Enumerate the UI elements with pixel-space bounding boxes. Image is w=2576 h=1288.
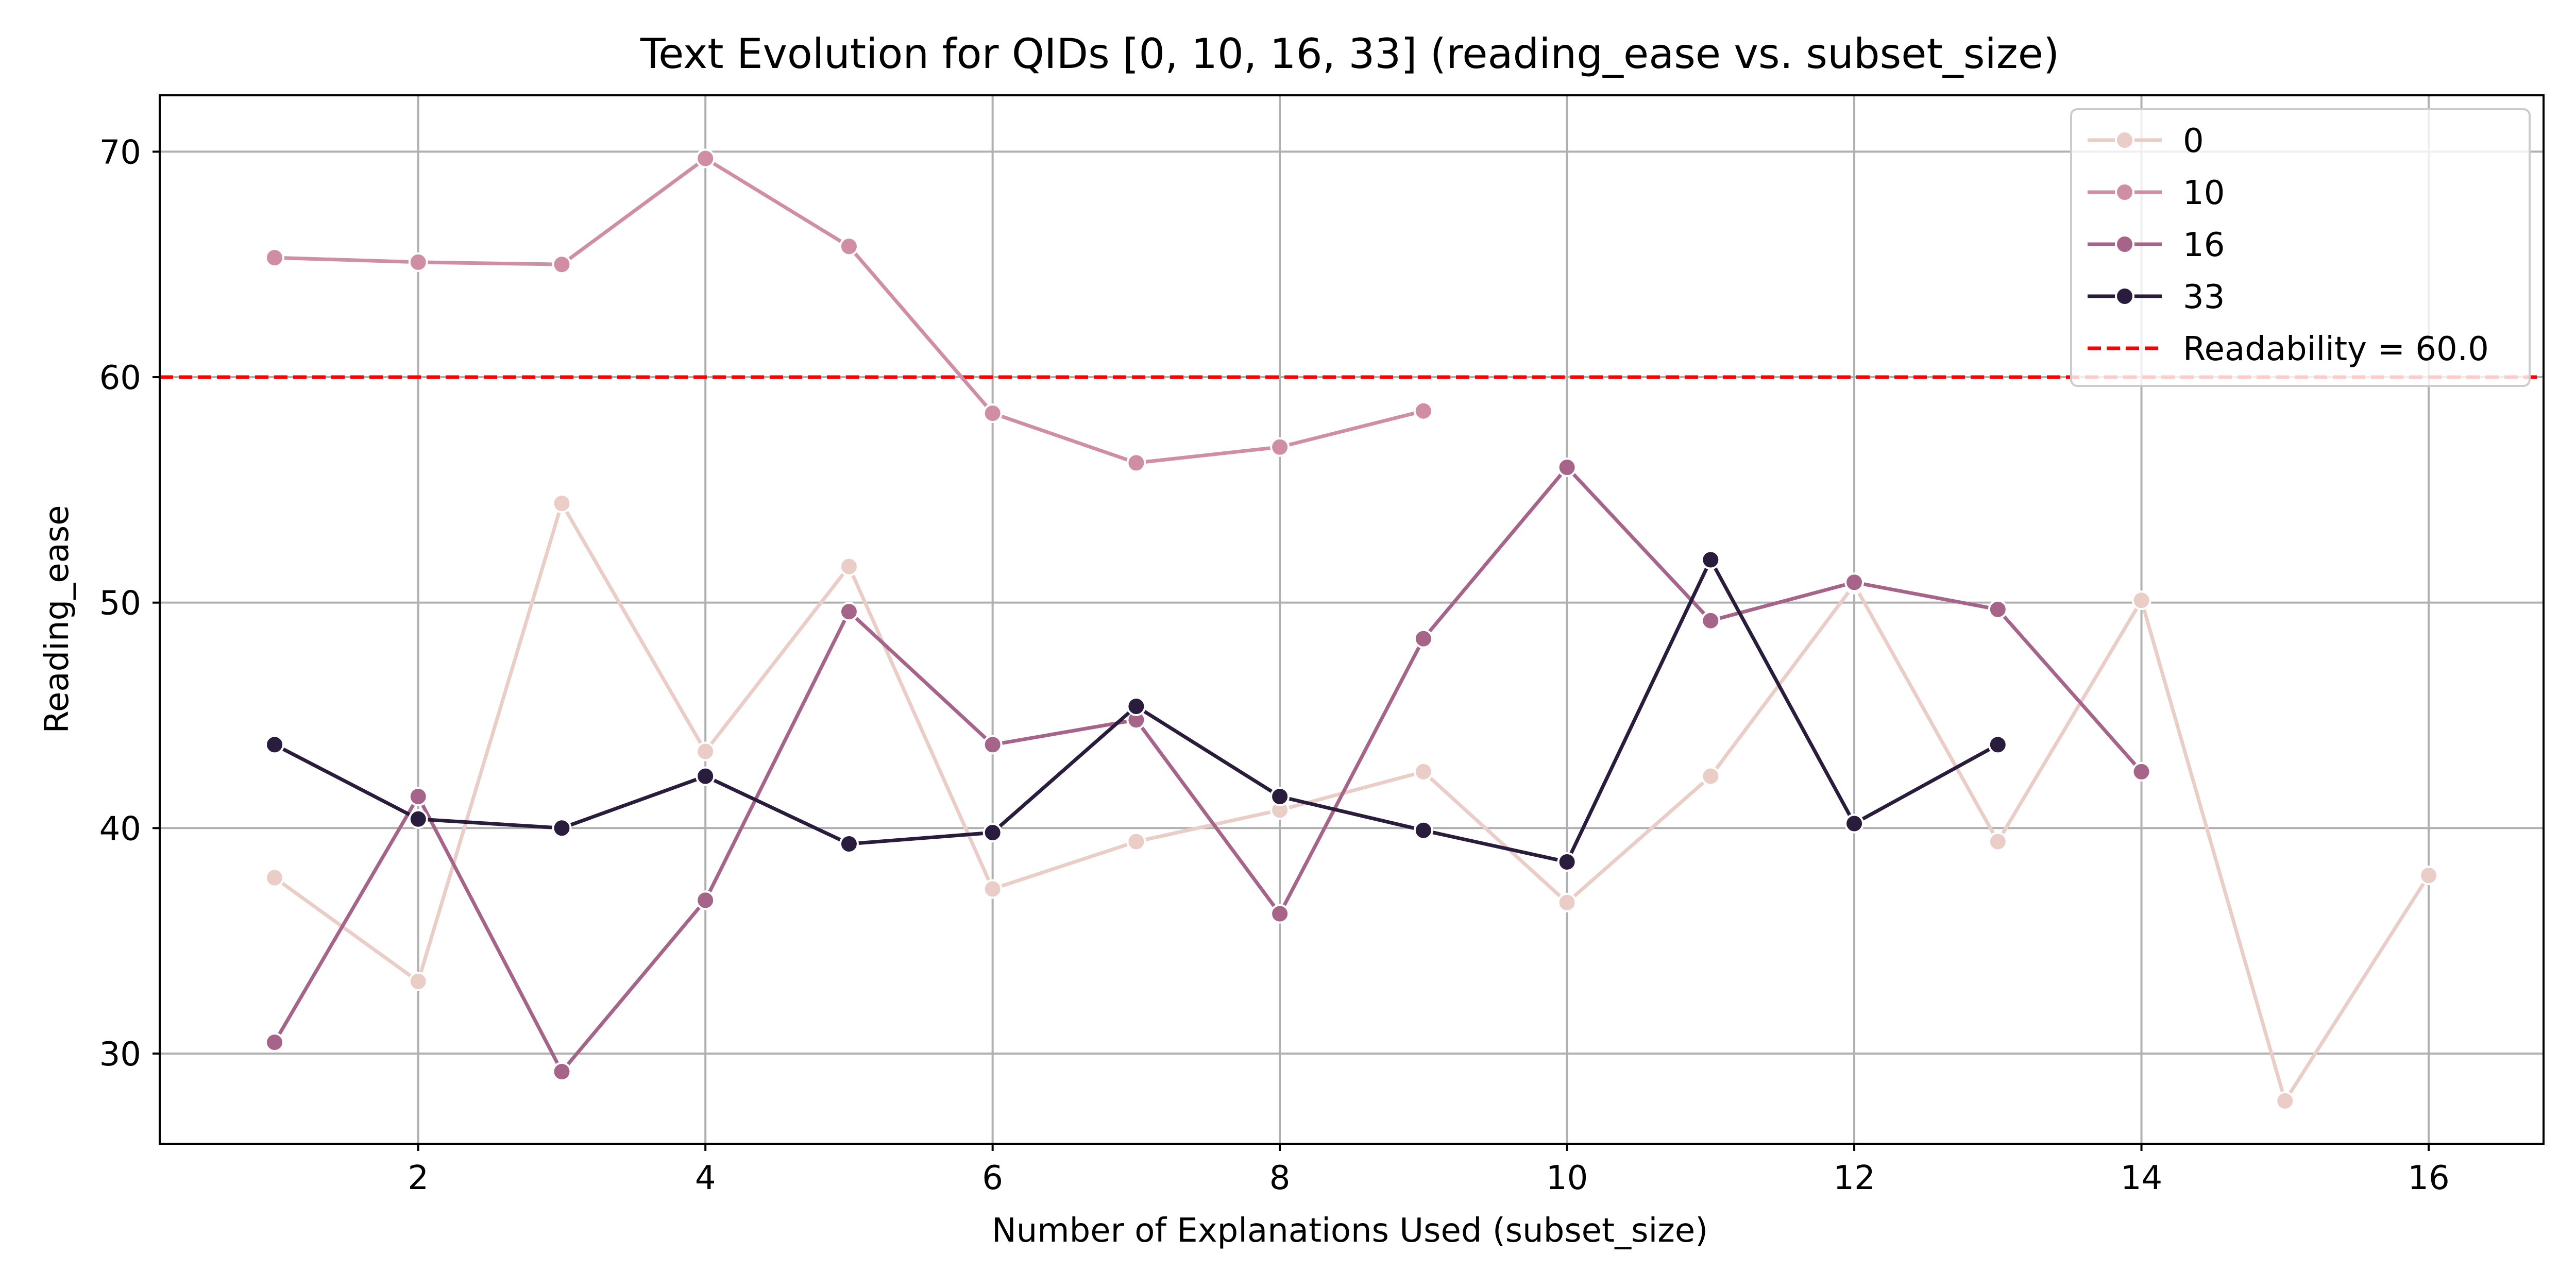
data-point xyxy=(1701,766,1721,786)
data-point xyxy=(1844,814,1865,834)
data-point xyxy=(1413,629,1433,649)
legend-marker-10 xyxy=(2115,182,2134,202)
legend-label-16: 16 xyxy=(2183,226,2225,264)
data-point xyxy=(2131,590,2151,611)
data-point xyxy=(1270,437,1290,457)
data-point xyxy=(1557,852,1577,872)
y-tick-label: 70 xyxy=(99,133,141,172)
series-line-16 xyxy=(273,465,2144,1074)
series-16 xyxy=(264,457,2151,1081)
data-point xyxy=(2131,761,2151,782)
data-point xyxy=(839,602,859,622)
series-33 xyxy=(264,550,2008,872)
series-10 xyxy=(264,148,1433,473)
data-point xyxy=(408,809,428,829)
data-point xyxy=(552,818,572,838)
data-point xyxy=(1701,550,1721,570)
x-tick-label: 10 xyxy=(1546,1159,1588,1197)
legend-label-0: 0 xyxy=(2183,122,2204,160)
series-line-0 xyxy=(273,501,2431,1103)
data-point xyxy=(1988,832,2008,852)
legend-marker-33 xyxy=(2115,286,2134,306)
data-point xyxy=(408,252,428,272)
data-point xyxy=(1988,735,2008,755)
x-tick-label: 8 xyxy=(1269,1159,1291,1197)
data-point xyxy=(696,890,716,910)
data-point xyxy=(1413,401,1433,421)
series-group xyxy=(264,148,2439,1111)
y-tick-label: 30 xyxy=(99,1036,141,1074)
data-point xyxy=(1270,787,1290,807)
data-point xyxy=(696,148,716,168)
data-point xyxy=(1557,892,1577,912)
data-point xyxy=(408,971,428,991)
series-0 xyxy=(264,494,2439,1111)
y-axis-label: Reading_ease xyxy=(38,505,76,733)
data-point xyxy=(839,834,859,854)
x-tick-label: 4 xyxy=(695,1159,716,1197)
legend: 0 10 16 33 Readability = 60.0 xyxy=(2070,108,2531,387)
axis-ticks: 2 4 6 8 10 12 14 16 30 40 50 60 70 xyxy=(99,133,2450,1197)
data-point xyxy=(1413,761,1433,782)
chart-title: Text Evolution for QIDs [0, 10, 16, 33] … xyxy=(640,30,2059,78)
data-point xyxy=(982,403,1003,423)
x-axis-label: Number of Explanations Used (subset_size… xyxy=(992,1212,1708,1250)
data-point xyxy=(408,787,428,807)
data-point xyxy=(552,494,572,514)
legend-marker-16 xyxy=(2115,234,2134,254)
data-point xyxy=(264,868,284,888)
x-tick-label: 14 xyxy=(2121,1159,2162,1197)
legend-box xyxy=(2070,108,2531,387)
legend-label-33: 33 xyxy=(2183,278,2225,316)
data-point xyxy=(1557,457,1577,478)
data-point xyxy=(1844,572,1865,592)
x-tick-label: 6 xyxy=(982,1159,1003,1197)
data-point xyxy=(982,879,1003,899)
data-point xyxy=(1701,611,1721,631)
x-tick-label: 12 xyxy=(1833,1159,1875,1197)
y-tick-label: 40 xyxy=(99,810,141,848)
data-point xyxy=(1126,696,1146,716)
data-point xyxy=(264,248,284,268)
data-point xyxy=(1413,820,1433,840)
plot-frame xyxy=(159,94,2545,1145)
data-point xyxy=(264,1032,284,1053)
x-tick-label: 2 xyxy=(408,1159,429,1197)
data-point xyxy=(982,735,1003,755)
data-point xyxy=(2419,866,2439,886)
data-point xyxy=(839,236,859,257)
x-tick-label: 16 xyxy=(2408,1159,2449,1197)
data-point xyxy=(552,1061,572,1081)
data-point xyxy=(696,741,716,761)
data-point xyxy=(264,735,284,755)
data-point xyxy=(1126,453,1146,473)
data-point xyxy=(696,766,716,786)
data-point xyxy=(1988,599,2008,619)
data-point xyxy=(2275,1091,2295,1111)
data-point xyxy=(982,823,1003,843)
y-tick-label: 60 xyxy=(99,359,141,397)
y-tick-label: 50 xyxy=(99,585,141,623)
data-point xyxy=(1126,832,1146,852)
legend-label-reference: Readability = 60.0 xyxy=(2183,330,2489,368)
data-point xyxy=(839,556,859,577)
legend-marker-0 xyxy=(2115,130,2134,150)
data-point xyxy=(552,255,572,275)
data-point xyxy=(1270,904,1290,924)
legend-label-10: 10 xyxy=(2183,174,2225,212)
